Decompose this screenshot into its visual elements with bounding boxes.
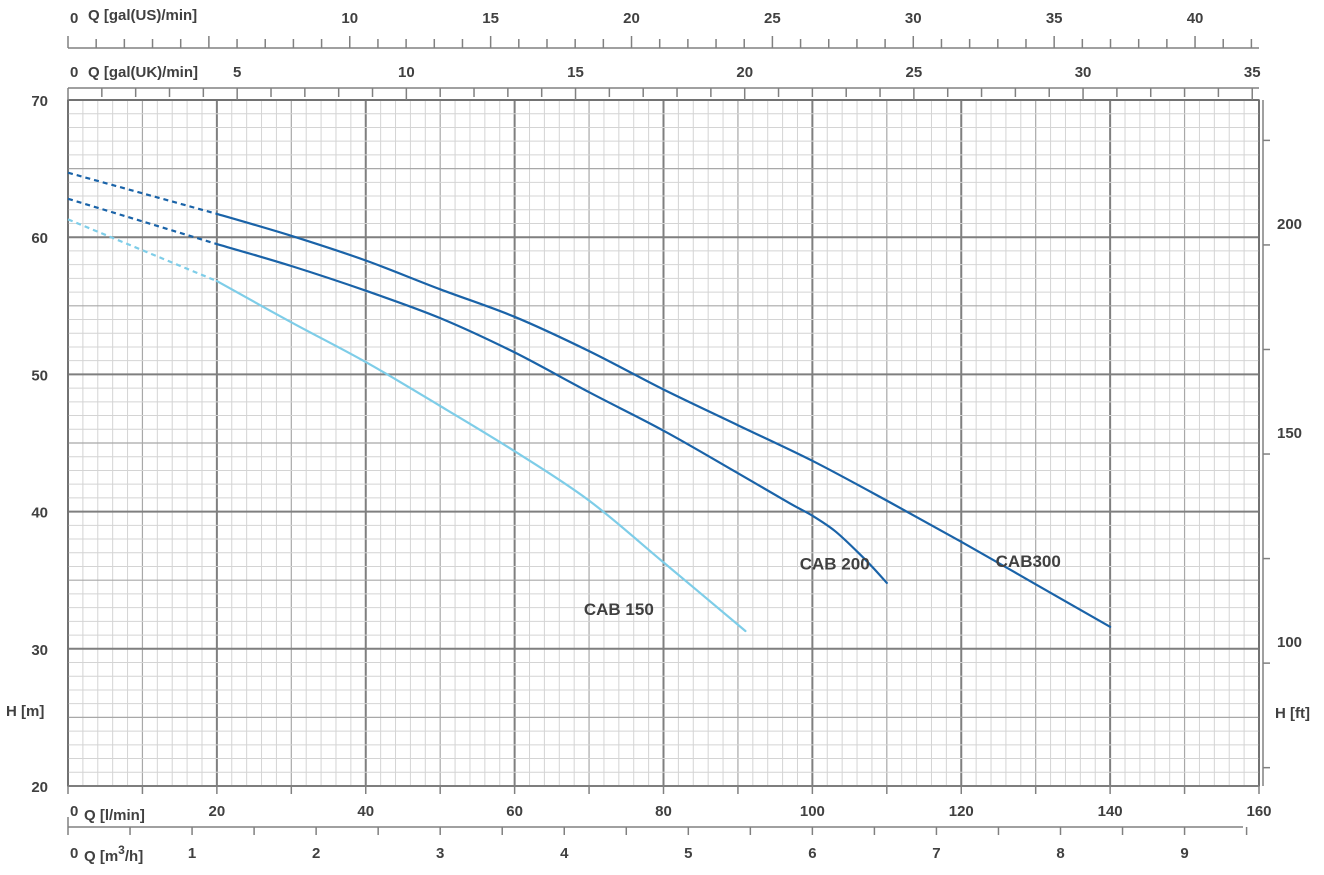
x-axis-m3h-tick-label: 0	[70, 845, 78, 862]
curve-cab300-dashed	[67, 171, 218, 215]
x-axis-m3h-tick-label: 4	[560, 845, 569, 862]
x-axis-galuk-tick-label: 25	[906, 64, 923, 81]
x-axis-galus-tick-label: 40	[1187, 10, 1204, 27]
x-axis-galus-tick-label: 0	[70, 10, 78, 27]
x-axis-m3h-tick-label: 5	[684, 845, 692, 862]
y-axis-left-tick-label: 40	[31, 505, 48, 522]
x-axis-lmin-label: Q [l/min]	[84, 807, 145, 824]
curve-label-cab200: CAB 200	[800, 555, 870, 574]
x-axis-lmin-tick-label: 80	[655, 803, 672, 820]
x-axis-galuk-tick-label: 5	[233, 64, 241, 81]
x-axis-galus-label: Q [gal(US)/min]	[88, 7, 197, 24]
y-axis-left-label: H [m]	[6, 703, 44, 720]
curve-labels: CAB300 CAB 200 CAB 150	[584, 552, 1061, 619]
curve-label-cab150: CAB 150	[584, 600, 654, 619]
x-axis-lmin-tick-label: 60	[506, 803, 523, 820]
x-axis-lmin-tick-label: 140	[1098, 803, 1123, 820]
x-axis-lmin-tick-label: 160	[1246, 803, 1271, 820]
x-axis-m3h-tick-label: 8	[1056, 845, 1064, 862]
x-axis-lmin-tick-label: 100	[800, 803, 825, 820]
x-axis-m3h-tick-label: 1	[188, 845, 196, 862]
curve-cab200	[215, 243, 888, 584]
x-axis-m3h-tick-label: 6	[808, 845, 816, 862]
x-axis-m3h-tick-label: 2	[312, 845, 320, 862]
y-axis-right-tick-label: 100	[1277, 634, 1302, 651]
x-axis-galus-tick-label: 20	[623, 10, 640, 27]
y-axis-right-tick-label: 150	[1277, 425, 1302, 442]
y-axis-right-label: H [ft]	[1275, 705, 1310, 722]
x-axis-galus-tick-label: 30	[905, 10, 922, 27]
curve-cab300	[215, 212, 1112, 628]
x-axis-galuk-tick-label: 20	[736, 64, 753, 81]
x-axis-galuk-tick-label: 0	[70, 64, 78, 81]
chart-grid	[67, 99, 1260, 787]
x-axis-galus-tick-label: 10	[341, 10, 358, 27]
x-axis-m3h-tick-label: 3	[436, 845, 444, 862]
x-axis-lmin-tick-label: 0	[70, 803, 78, 820]
x-axis-galuk-tick-label: 30	[1075, 64, 1092, 81]
y-axis-left-tick-label: 20	[31, 779, 48, 796]
y-axis-left-tick-label: 70	[31, 93, 48, 110]
x-axis-lmin-tick-label: 40	[357, 803, 374, 820]
x-axis-galus-tick-label: 35	[1046, 10, 1063, 27]
x-axis-m3h-tick-label: 7	[932, 845, 940, 862]
x-axis-m3h-tick-label: 9	[1180, 845, 1188, 862]
y-axis-left-tick-label: 60	[31, 230, 48, 247]
y-axis-right-tick-label: 200	[1277, 216, 1302, 233]
performance-curves	[67, 171, 1112, 633]
x-axis-galus-tick-label: 25	[764, 10, 781, 27]
curve-cab200-dashed	[67, 197, 218, 246]
x-axis-galuk-tick-label: 35	[1244, 64, 1261, 81]
x-axis-galuk-tick-label: 15	[567, 64, 584, 81]
y-axis-left-tick-label: 50	[31, 367, 48, 384]
curve-cab150	[215, 280, 747, 633]
y-axis-left-tick-label: 30	[31, 642, 48, 659]
x-axis-galus-tick-label: 15	[482, 10, 499, 27]
x-axis-galuk-tick-label: 10	[398, 64, 415, 81]
x-axis-galuk-label: Q [gal(UK)/min]	[88, 64, 198, 81]
x-axis-m3h-label: Q [m3/h]	[84, 843, 143, 865]
x-axis-lmin-tick-label: 20	[209, 803, 226, 820]
curve-label-cab300: CAB300	[996, 552, 1061, 571]
x-axis-lmin-tick-label: 120	[949, 803, 974, 820]
